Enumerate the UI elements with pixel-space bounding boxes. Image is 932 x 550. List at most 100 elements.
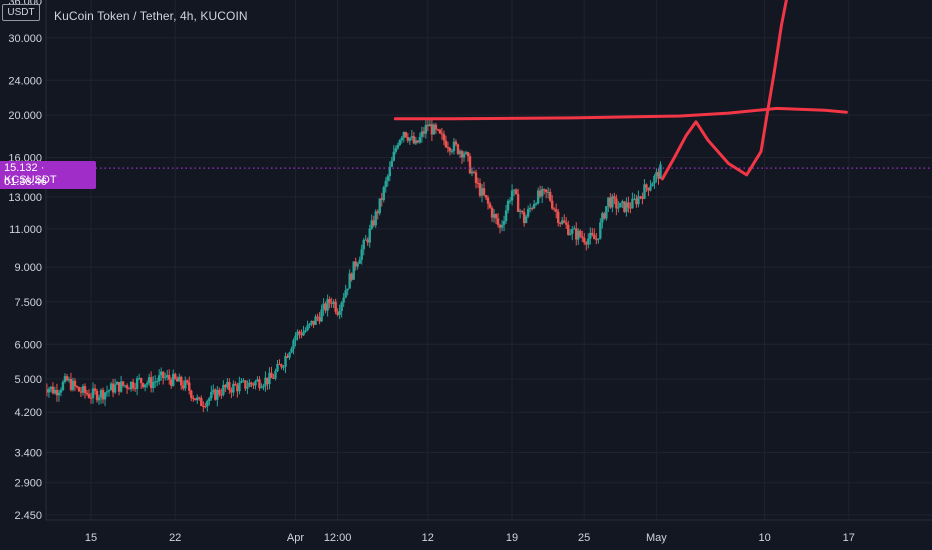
drawings-group[interactable] [393,0,848,181]
candle-body [577,230,580,240]
candle-body [512,189,516,191]
resistance-line-drawing[interactable] [393,106,848,121]
candle-body [611,196,614,208]
candle-body [629,207,632,209]
candle-body [388,166,391,177]
candle-body [506,200,510,211]
candle-body [145,383,149,385]
candle-body [250,382,253,384]
candle-body [428,124,432,127]
candle-body [127,388,131,390]
candle-body [456,144,460,154]
candle-body [394,148,397,152]
candle-body [617,207,620,209]
candle-body [178,376,181,382]
candle-body [546,191,550,193]
candle-body [563,220,566,223]
candle-body [498,224,502,228]
candle-body [129,381,133,390]
candle-body [376,211,379,214]
price-tick-label: 2.900 [14,478,42,490]
candle-body [480,188,484,196]
candle-body [536,190,540,204]
candle-body [290,348,293,353]
price-scale-unit: USDT [7,7,35,18]
candle-body [274,371,277,379]
price-tick-label: 9.000 [14,262,42,274]
candle-body [99,390,103,398]
candle-body [573,228,576,230]
symbol-title: KuCoin Token / Tether [54,9,174,23]
candle-body [404,132,408,137]
candle-body [304,330,307,332]
candle-body [133,388,137,390]
candle-body [65,376,69,381]
candle-body [59,390,63,393]
candle-body [550,200,554,209]
candle-body [649,186,652,191]
price-tick-label: 6.000 [14,339,42,351]
candle-body [396,145,399,149]
candle-body [532,204,536,209]
candle-body [328,299,331,303]
candle-body [434,124,438,130]
candle-body [151,381,155,388]
time-tick-label: 19 [506,532,518,544]
candle-body [528,207,532,209]
candle-body [504,210,508,221]
candle-body [553,208,556,210]
current-price-tag: 15.132 · KCSUSDT 01:38:46 [0,161,96,189]
candle-body [567,224,570,235]
price-scale-unit-badge[interactable]: USDT [2,4,40,21]
price-tick-label: 4.200 [14,407,42,419]
candle-body [607,197,610,207]
candle-body [95,390,99,401]
candle-body [272,377,275,379]
candle-body [486,197,490,204]
time-tick-label: 12:00 [324,532,352,544]
candle-body [591,232,594,235]
candle-body [242,380,245,382]
candle-body [542,189,546,191]
candle-body [508,200,512,202]
candle-body [278,363,281,365]
candle-body [170,379,173,386]
price-tag-separator: · [40,162,45,174]
candle-body [85,392,89,395]
candle-body [294,335,297,341]
candle-body [55,389,59,396]
candle-body [260,387,263,389]
time-axis[interactable]: 15 22 Apr 12:00 12 19 25 May 10 17 [85,532,855,544]
candle-body [380,198,383,200]
candle-body [623,201,626,212]
price-tick-label: 3.400 [14,447,42,459]
candle-body [236,385,239,392]
candle-body [657,171,660,179]
price-tick-label: 13.000 [8,192,42,204]
grid-lines [46,0,932,520]
candle-body [470,171,474,174]
candle-body [135,378,139,389]
candle-body [139,378,143,384]
candle-body [583,237,586,243]
price-axis[interactable]: 30.00024.00020.00016.00013.00011.0009.00… [8,0,42,522]
candle-body [544,189,548,193]
candle-body [510,190,514,201]
candle-body [316,316,319,318]
candle-body [166,375,169,378]
candle-body [645,184,648,188]
candle-body [613,196,616,199]
interval-label[interactable]: 4h [179,9,194,23]
price-axis-bg [0,0,46,550]
candle-body [75,386,79,388]
candle-body [296,331,299,336]
time-tick-label: 12 [422,532,434,544]
candle-body [282,366,285,368]
candle-body [518,210,522,212]
candle-body [270,372,273,378]
candle-body [540,189,544,197]
candle-body [639,196,642,198]
projection-path-drawing[interactable] [660,0,788,181]
